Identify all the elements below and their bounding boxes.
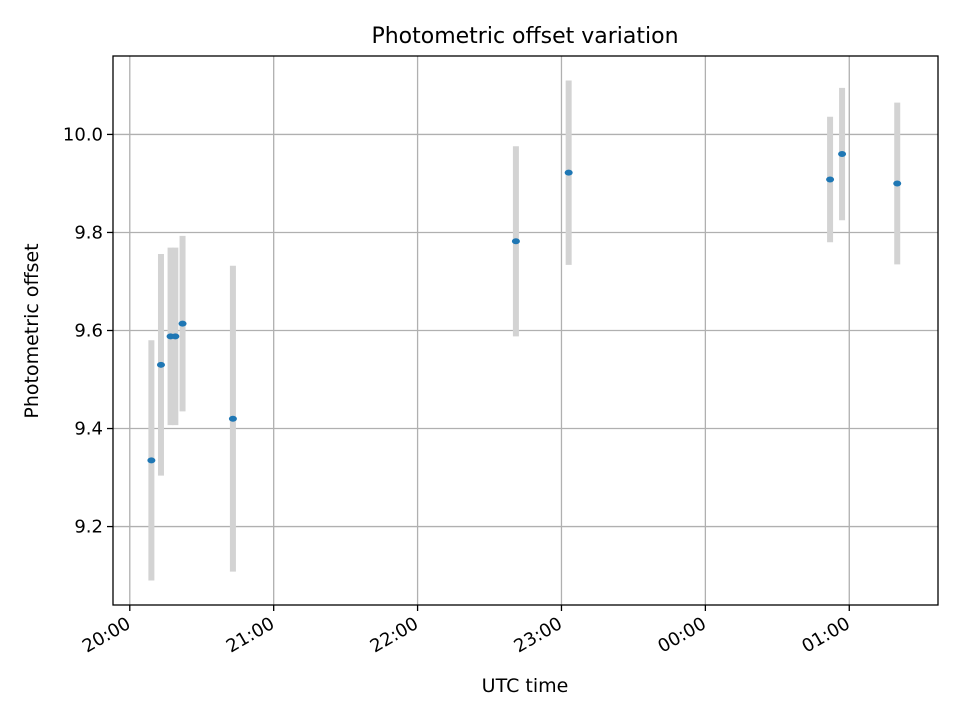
data-point — [171, 333, 180, 340]
chart-title: Photometric offset variation — [371, 24, 678, 49]
x-tick-label: 00:00 — [654, 613, 709, 657]
y-tick-label: 9.4 — [74, 419, 103, 440]
x-tick-label: 21:00 — [223, 613, 278, 657]
grid-lines — [113, 56, 938, 605]
y-tick-label: 9.8 — [74, 222, 103, 243]
x-tick-label: 23:00 — [511, 613, 566, 657]
data-point — [564, 169, 573, 176]
x-tick-label: 01:00 — [798, 613, 853, 657]
data-point — [178, 320, 187, 327]
data-points — [147, 151, 902, 464]
data-point — [893, 180, 902, 187]
data-point — [156, 361, 165, 368]
data-point — [838, 151, 847, 158]
x-tick-label: 22:00 — [367, 613, 422, 657]
x-tick-label: 20:00 — [79, 613, 134, 657]
data-point — [511, 238, 520, 245]
y-tick-label: 9.2 — [74, 517, 103, 538]
data-point — [147, 457, 156, 464]
x-axis-label: UTC time — [482, 675, 569, 697]
data-point — [826, 176, 835, 183]
y-axis-ticks: 9.2 9.4 9.6 9.8 10.0 — [63, 124, 113, 538]
x-axis-ticks: 20:00 21:00 22:00 23:00 00:00 01:00 — [79, 605, 854, 657]
y-tick-label: 10.0 — [63, 124, 103, 145]
y-tick-label: 9.6 — [74, 321, 103, 342]
data-point — [228, 415, 237, 422]
y-axis-label: Photometric offset — [21, 243, 43, 418]
